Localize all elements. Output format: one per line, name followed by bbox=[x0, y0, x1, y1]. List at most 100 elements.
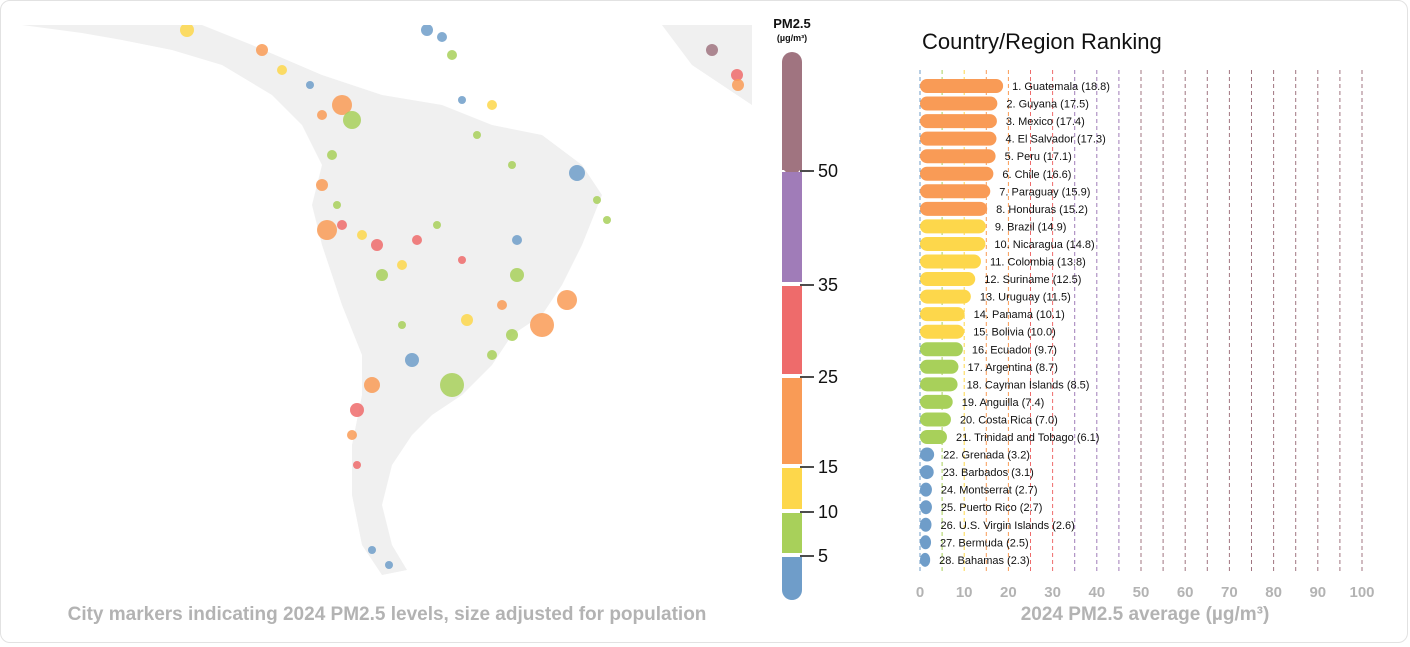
bar-label: 17. Argentina (8.7) bbox=[967, 362, 1058, 374]
city-marker bbox=[569, 165, 585, 181]
bar-brazil bbox=[920, 219, 986, 234]
city-marker bbox=[368, 546, 376, 554]
legend-tick-label: 50 bbox=[818, 161, 838, 181]
caribbean-landmass bbox=[662, 25, 752, 105]
city-marker bbox=[508, 161, 516, 169]
legend-band-0-top bbox=[782, 557, 802, 577]
bar-puerto-rico bbox=[920, 500, 932, 515]
bar-label: 10. Nicaragua (14.8) bbox=[994, 239, 1094, 251]
x-tick-label: 30 bbox=[1044, 584, 1061, 601]
city-marker-map[interactable] bbox=[22, 25, 752, 580]
city-marker bbox=[530, 313, 554, 337]
city-marker bbox=[256, 44, 268, 56]
city-marker bbox=[461, 314, 473, 326]
city-marker bbox=[376, 269, 388, 281]
x-tick-label: 10 bbox=[956, 584, 973, 601]
ranking-bar-chart: 1. Guatemala (18.8) 2. Guyana (17.5) 3. Me… bbox=[916, 70, 1375, 601]
legend-tick-label: 35 bbox=[818, 275, 838, 295]
legend-title: PM2.5 bbox=[773, 16, 811, 31]
bar-label: 23. Barbados (3.1) bbox=[943, 467, 1034, 479]
city-marker bbox=[357, 230, 367, 240]
city-marker bbox=[347, 430, 357, 440]
bar-label: 21. Trinidad and Tobago (6.1) bbox=[956, 432, 1100, 444]
city-marker bbox=[337, 220, 347, 230]
bar-u-s-virgin-islands bbox=[920, 517, 932, 532]
bar-paraguay bbox=[920, 184, 991, 199]
map-caption: City markers indicating 2024 PM2.5 level… bbox=[67, 604, 707, 625]
bar-nicaragua bbox=[920, 236, 986, 251]
legend-tick-label: 25 bbox=[818, 367, 838, 387]
city-marker bbox=[385, 561, 393, 569]
bar-honduras bbox=[920, 201, 988, 216]
city-marker bbox=[333, 201, 341, 209]
city-marker bbox=[316, 179, 328, 191]
bar-argentina bbox=[920, 359, 959, 374]
bar-suriname bbox=[920, 272, 976, 287]
city-marker bbox=[353, 461, 361, 469]
bar-label: 25. Puerto Rico (2.7) bbox=[941, 502, 1042, 514]
bar-costa-rica bbox=[920, 412, 951, 427]
city-marker bbox=[180, 25, 194, 37]
legend-band-15 bbox=[782, 378, 802, 464]
city-marker bbox=[440, 373, 464, 397]
city-marker bbox=[306, 81, 314, 89]
x-tick-label: 50 bbox=[1133, 584, 1150, 601]
city-marker bbox=[473, 131, 481, 139]
city-marker bbox=[412, 235, 422, 245]
city-marker bbox=[343, 111, 361, 129]
bar-label: 20. Costa Rica (7.0) bbox=[960, 414, 1058, 426]
bar-label: 27. Bermuda (2.5) bbox=[940, 537, 1029, 549]
city-marker bbox=[350, 403, 364, 417]
city-marker bbox=[277, 65, 287, 75]
city-marker bbox=[487, 350, 497, 360]
bar-label: 7. Paraguay (15.9) bbox=[999, 186, 1090, 198]
x-tick-label: 0 bbox=[916, 584, 924, 601]
city-marker bbox=[557, 290, 577, 310]
x-axis-title: 2024 PM2.5 average (µg/m³) bbox=[1020, 604, 1270, 625]
bar-label: 5. Peru (17.1) bbox=[1005, 151, 1072, 163]
bar-label: 28. Bahamas (2.3) bbox=[939, 555, 1030, 567]
x-tick-label: 90 bbox=[1309, 584, 1326, 601]
city-marker bbox=[397, 260, 407, 270]
x-tick-label: 60 bbox=[1177, 584, 1194, 601]
bar-label: 9. Brazil (14.9) bbox=[995, 221, 1067, 233]
city-marker bbox=[732, 79, 744, 91]
bar-ecuador bbox=[920, 342, 963, 357]
bar-uruguay bbox=[920, 289, 971, 304]
bar-label: 22. Grenada (3.2) bbox=[943, 450, 1030, 462]
legend-band-5 bbox=[782, 513, 802, 553]
pm25-color-legend: 50 35 25 15 10 5 bbox=[782, 52, 838, 600]
city-marker bbox=[487, 100, 497, 110]
city-marker bbox=[706, 44, 718, 56]
x-tick-label: 40 bbox=[1088, 584, 1105, 601]
city-marker bbox=[371, 239, 383, 251]
city-marker bbox=[317, 220, 337, 240]
city-marker bbox=[364, 377, 380, 393]
x-tick-label: 70 bbox=[1221, 584, 1238, 601]
bar-label: 13. Uruguay (11.5) bbox=[980, 292, 1071, 304]
bar-label: 8. Honduras (15.2) bbox=[996, 204, 1088, 216]
bar-trinidad-and-tobago bbox=[920, 430, 947, 444]
legend-band-50-plus-body bbox=[782, 68, 802, 170]
bar-label: 3. Mexico (17.4) bbox=[1006, 116, 1085, 128]
city-marker bbox=[447, 50, 457, 60]
legend-tick-label: 10 bbox=[818, 502, 838, 522]
bar-label: 2. Guyana (17.5) bbox=[1006, 99, 1089, 111]
city-marker bbox=[512, 235, 522, 245]
bar-guatemala bbox=[920, 79, 1004, 93]
x-tick-label: 100 bbox=[1349, 584, 1374, 601]
city-marker bbox=[458, 96, 466, 104]
bar-mexico bbox=[920, 114, 997, 129]
city-marker bbox=[421, 25, 433, 36]
city-marker bbox=[603, 216, 611, 224]
bar-el-salvador bbox=[920, 131, 997, 146]
city-marker bbox=[405, 353, 419, 367]
bar-bolivia bbox=[920, 324, 965, 339]
bar-label: 14. Panama (10.1) bbox=[974, 309, 1065, 321]
city-marker bbox=[398, 321, 406, 329]
map-svg bbox=[22, 25, 752, 575]
bar-label: 6. Chile (16.6) bbox=[1002, 169, 1071, 181]
x-tick-label: 80 bbox=[1265, 584, 1282, 601]
bar-label: 19. Anguilla (7.4) bbox=[962, 397, 1045, 409]
bar-label: 16. Ecuador (9.7) bbox=[972, 344, 1057, 356]
